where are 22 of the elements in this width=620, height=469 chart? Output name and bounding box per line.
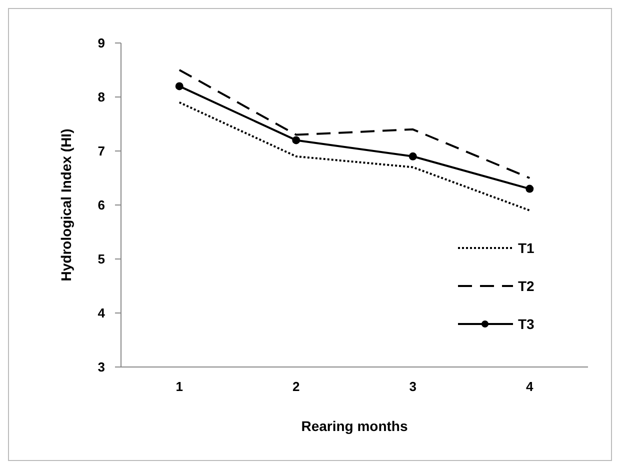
x-tick-label: 2 <box>292 379 300 394</box>
legend-label: T1 <box>518 240 535 256</box>
x-tick-label: 1 <box>176 379 183 394</box>
line-series <box>178 69 531 179</box>
y-tick-label: 8 <box>98 90 105 105</box>
y-tick-label: 4 <box>98 306 106 321</box>
y-tick-label: 5 <box>98 252 105 267</box>
x-axis-title: Rearing months <box>301 418 408 434</box>
y-tick-label: 9 <box>98 36 105 51</box>
y-tick-label: 7 <box>98 144 105 159</box>
y-axis-title: Hydrological Index (HI) <box>58 128 74 282</box>
point <box>408 152 417 160</box>
line-series <box>178 101 531 212</box>
legend-label: T2 <box>518 278 535 294</box>
x-tick-label: 3 <box>409 379 416 394</box>
point <box>526 184 534 193</box>
x-tick-label: 4 <box>526 379 534 394</box>
y-tick-label: 6 <box>98 198 105 213</box>
point <box>292 136 300 144</box>
legend-label: T3 <box>518 316 535 332</box>
point <box>175 82 184 90</box>
y-tick-label: 3 <box>98 360 105 375</box>
